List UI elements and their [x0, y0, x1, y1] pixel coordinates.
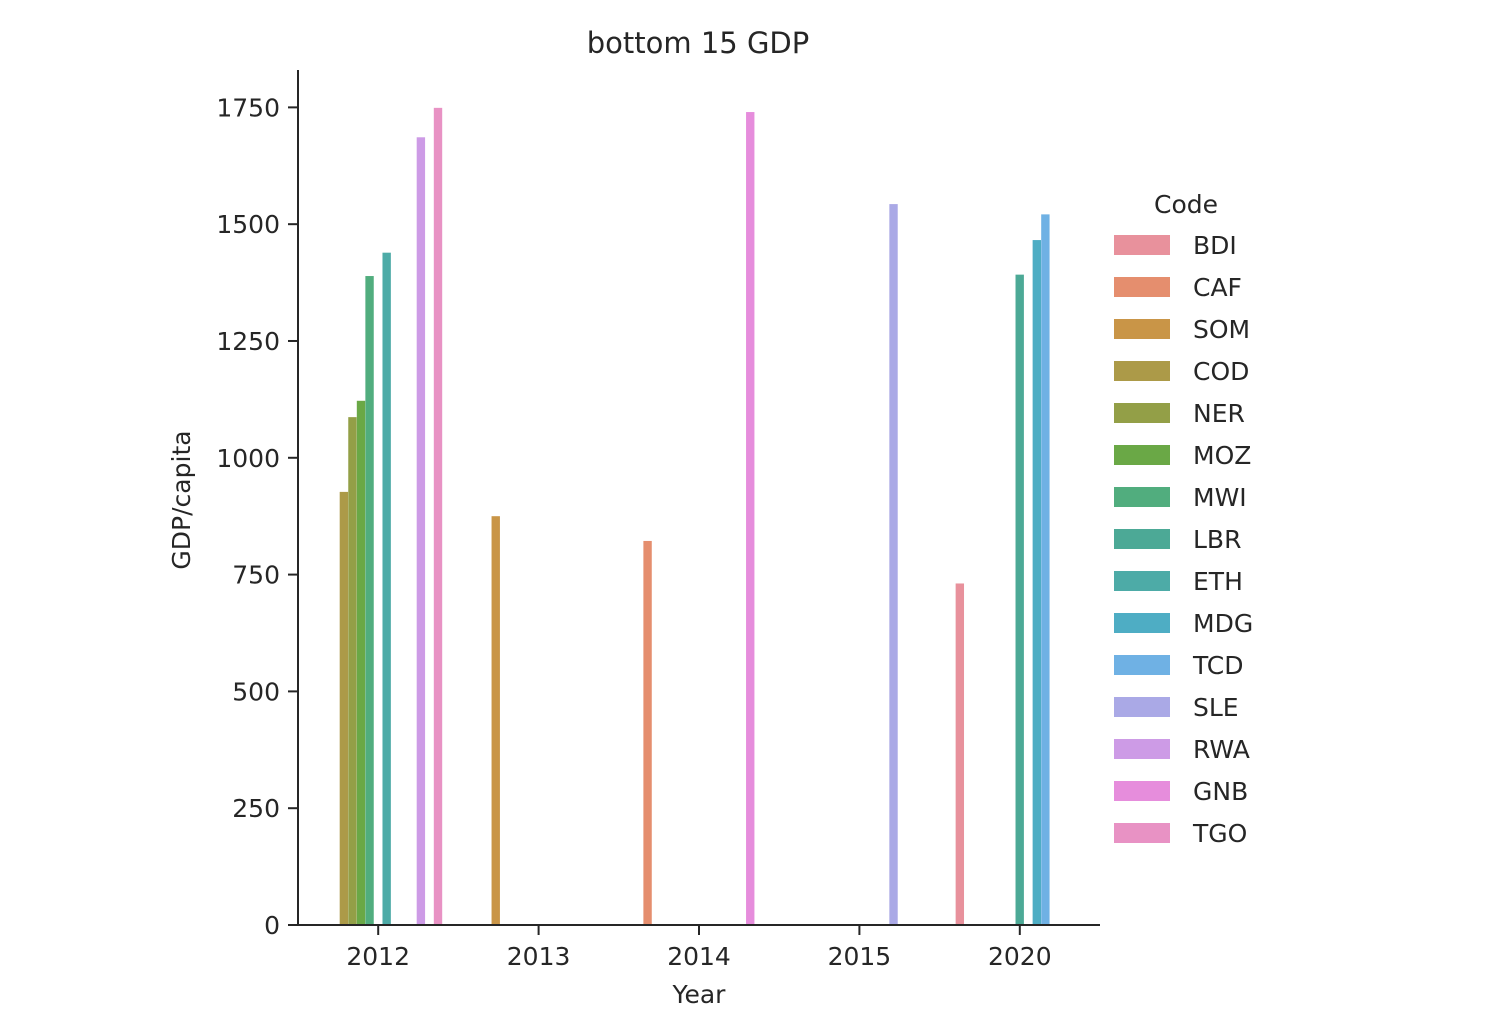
- legend-swatch-ner: [1114, 403, 1170, 423]
- legend-label-caf: CAF: [1193, 273, 1242, 302]
- legend-swatch-mdg: [1114, 613, 1170, 633]
- legend-label-som: SOM: [1193, 315, 1250, 344]
- bars-layer: [339, 107, 1050, 926]
- bar-eth-2012: [382, 252, 391, 925]
- bar-caf-2014: [643, 540, 652, 925]
- legend-label-rwa: RWA: [1193, 735, 1250, 764]
- bar-moz-2012: [356, 400, 366, 925]
- bar-ner-2012: [348, 417, 357, 925]
- legend-items: BDI CAF SOM COD NER MOZ MWI LBR ETH MDG TCD SLE RWA G…: [1114, 231, 1253, 848]
- legend-label-sle: SLE: [1193, 693, 1239, 722]
- legend-swatch-cod: [1114, 361, 1170, 381]
- legend-swatch-bdi: [1114, 235, 1170, 255]
- legend-label-lbr: LBR: [1193, 525, 1241, 554]
- legend-swatch-gnb: [1114, 781, 1170, 801]
- x-axis-title: Year: [672, 980, 727, 1009]
- legend-swatch-eth: [1114, 571, 1170, 591]
- x-tick-label-2020: 2020: [988, 942, 1052, 971]
- y-axis-title: GDP/capita: [167, 430, 196, 569]
- legend-label-cod: COD: [1193, 357, 1249, 386]
- y-tick-label-1750: 1750: [216, 93, 280, 122]
- legend-label-eth: ETH: [1193, 567, 1243, 596]
- legend-label-bdi: BDI: [1193, 231, 1237, 260]
- legend-swatch-lbr: [1114, 529, 1170, 549]
- legend-label-tcd: TCD: [1192, 651, 1244, 680]
- y-tick-label-750: 750: [232, 561, 280, 590]
- y-tick-label-250: 250: [232, 794, 280, 823]
- bar-som-2013: [491, 516, 500, 925]
- chart-title: bottom 15 GDP: [587, 26, 810, 60]
- bar-sle-2015: [889, 204, 898, 926]
- legend-swatch-rwa: [1114, 739, 1170, 759]
- y-tick-label-1250: 1250: [216, 327, 280, 356]
- legend-title: Code: [1154, 190, 1218, 219]
- bar-mwi-2012: [365, 276, 374, 925]
- y-tick-label-1500: 1500: [216, 210, 280, 239]
- legend-swatch-sle: [1114, 697, 1170, 717]
- bar-lbr-2020: [1015, 274, 1024, 925]
- x-tick-label-2015: 2015: [828, 942, 892, 971]
- y-tick-label-500: 500: [232, 677, 280, 706]
- legend-label-mwi: MWI: [1193, 483, 1247, 512]
- y-tick-label-1000: 1000: [216, 444, 280, 473]
- x-tick-label-2012: 2012: [346, 942, 410, 971]
- legend-label-ner: NER: [1193, 399, 1245, 428]
- legend-label-mdg: MDG: [1193, 609, 1253, 638]
- legend-label-moz: MOZ: [1193, 441, 1251, 470]
- bar-tcd-2020: [1041, 214, 1050, 925]
- legend-swatch-mwi: [1114, 487, 1170, 507]
- bar-cod-2012: [339, 491, 349, 925]
- bar-mdg-2020: [1032, 240, 1042, 925]
- bar-bdi-2020: [955, 583, 965, 925]
- legend-swatch-caf: [1114, 277, 1170, 297]
- legend: Code BDI CAF SOM COD NER MOZ MWI LBR ETH MDG TCD SL…: [1114, 190, 1253, 848]
- bar-rwa-2012: [416, 137, 426, 925]
- legend-swatch-som: [1114, 319, 1170, 339]
- x-tick-label-2014: 2014: [667, 942, 731, 971]
- bar-gnb-2014: [746, 112, 755, 926]
- bar-tgo-2012: [433, 107, 443, 926]
- legend-swatch-tcd: [1114, 655, 1170, 675]
- x-tick-label-2013: 2013: [507, 942, 571, 971]
- legend-swatch-tgo: [1114, 823, 1170, 843]
- legend-label-gnb: GNB: [1193, 777, 1248, 806]
- y-tick-label-0: 0: [264, 911, 280, 940]
- legend-label-tgo: TGO: [1192, 819, 1247, 848]
- axes-layer: 0 250 500 750 1000 1250 1500 1750 2012 2013 2014 20…: [216, 70, 1100, 971]
- legend-swatch-moz: [1114, 445, 1170, 465]
